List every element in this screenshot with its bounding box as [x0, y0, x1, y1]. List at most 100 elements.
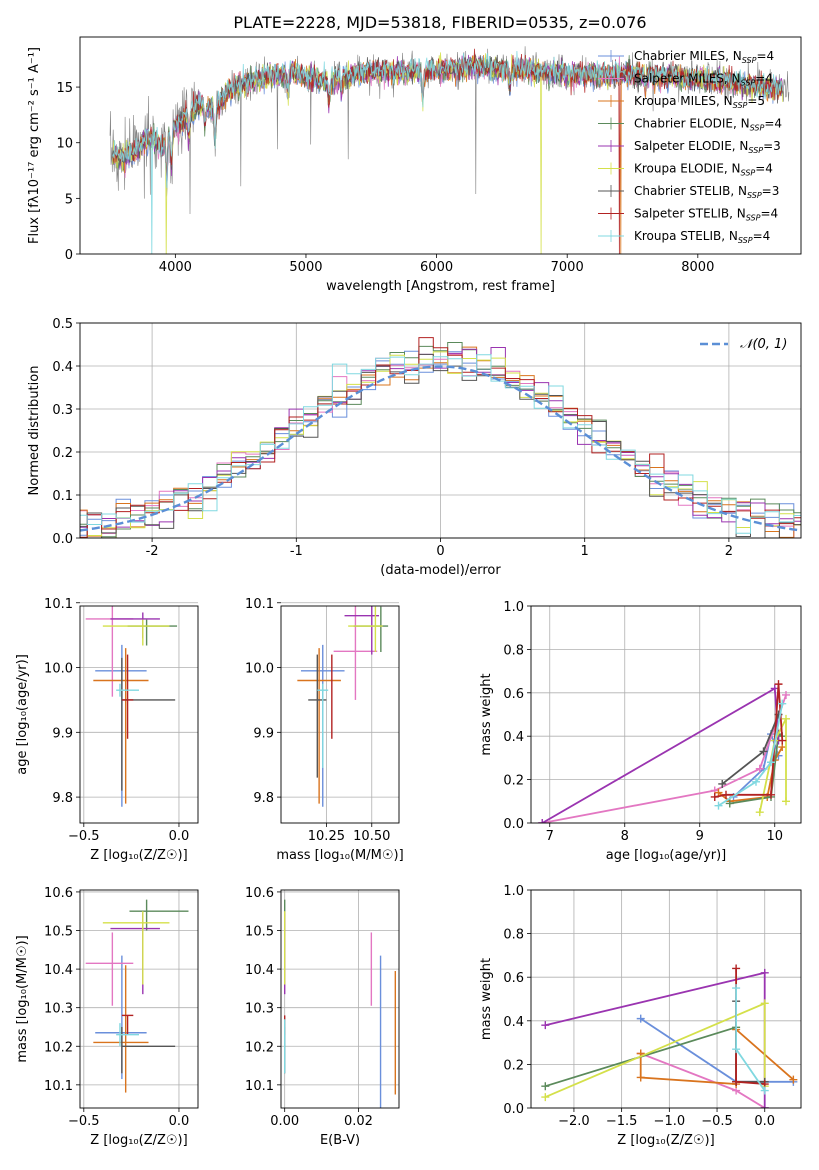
errorbar-chabrier-miles [95, 955, 147, 1080]
weight-marker [722, 790, 730, 799]
y-tick-label: 0.4 [503, 730, 524, 745]
errorbar-salpeter-stelib [121, 654, 134, 739]
x-tick-label: -2 [146, 544, 159, 559]
figure-title: PLATE=2228, MJD=53818, FIBERID=0535, z=0… [233, 13, 646, 32]
weight-marker [541, 1082, 550, 1091]
x-tick-label: −0.5 [701, 1114, 733, 1129]
x-tick-label: 0 [436, 544, 444, 559]
weight-line-chabrier-elodie [729, 732, 783, 805]
errorbar-chabrier-stelib [121, 657, 176, 791]
y-tick-label: 9.9 [52, 726, 73, 741]
weight-marker [725, 799, 734, 808]
y-tick-label: 10.2 [245, 1040, 274, 1055]
x-tick-label: 5000 [289, 260, 322, 275]
errorbar-kroupa-elodie [348, 606, 383, 652]
weight-marker [782, 714, 790, 723]
axes-frame [79, 605, 199, 824]
weight-marker [538, 819, 547, 823]
axes-frame [280, 605, 400, 824]
x-tick-label: 0.00 [270, 1114, 299, 1129]
weight-marker [755, 808, 764, 817]
y-tick-label: 10.6 [245, 886, 274, 901]
errorbar-kroupa-stelib [317, 683, 329, 768]
massweight-vs-age-panel: 7 8 9 10 0.0 0.2 0.4 0.6 0.8 1.0 age [log₁₀(age/yr… [479, 600, 802, 863]
spectrum-panel: 4000 5000 6000 7000 8000 0 5 10 15 wavelength [An… [27, 36, 802, 294]
y-tick-label: 0.1 [52, 489, 73, 504]
histogram-salpeter-stelib [80, 337, 801, 538]
weight-marker [710, 792, 719, 801]
x-axis-label: Z [log₁₀(Z/Z☉)] [90, 848, 187, 863]
weight-line-salpeter-miles [542, 694, 787, 823]
errorbars [283, 899, 397, 1108]
y-tick-label: 10.4 [245, 963, 274, 978]
legend-entry: Salpeter STELIB, NSSP=4 [634, 207, 778, 223]
errorbar-kroupa-stelib [116, 683, 139, 697]
weight-marker [778, 699, 787, 708]
y-tick-label: 0.6 [503, 971, 524, 986]
weight-marker [732, 964, 741, 973]
massweight-vs-Z-panel: −2.0 −1.5 −1.0 −0.5 0.0 0.0 0.2 0.4 0.6 0.8 1.0 Z [… [479, 884, 802, 1148]
y-tick-label: 10.1 [44, 1079, 73, 1094]
weight-marker [760, 999, 769, 1008]
legend-entry: Kroupa ELODIE, NSSP=4 [634, 162, 773, 178]
x-tick-label: 10.50 [353, 829, 390, 844]
weight-marker [760, 968, 769, 977]
y-tick-label: 0.0 [503, 1102, 524, 1117]
normal-curve [80, 365, 799, 532]
x-tick-label: 7000 [551, 260, 584, 275]
y-tick-label: 0.0 [503, 817, 524, 832]
errorbar-salpeter-miles [333, 606, 378, 700]
axes-frame [530, 605, 802, 824]
y-axis-label: mass weight [479, 673, 494, 755]
y-axis-label: Flux [fλ10⁻¹⁷ erg cm⁻² s⁻¹ A⁻¹] [27, 47, 42, 244]
y-tick-label: 0.8 [503, 643, 524, 658]
weight-marker [782, 797, 790, 806]
y-tick-label: 0.2 [503, 774, 524, 789]
weight-marker [755, 764, 764, 773]
weight-marker [541, 1093, 550, 1102]
y-tick-label: 0.6 [503, 687, 524, 702]
y-tick-label: 10.0 [245, 662, 274, 677]
errorbar-salpeter-elodie [110, 913, 160, 995]
x-tick-label: 0.0 [169, 829, 190, 844]
weight-lines [538, 680, 790, 823]
y-tick-label: 10.1 [245, 597, 274, 612]
histogram-salpeter-miles [80, 353, 801, 538]
axes-frame [280, 889, 400, 1109]
legend-entry: Kroupa MILES, NSSP=5 [634, 94, 765, 110]
spectrum-lines [109, 46, 790, 254]
axes-frame [79, 889, 199, 1109]
errorbars [85, 899, 189, 1093]
axes-frame [79, 322, 802, 539]
legend-entry: Chabrier MILES, NSSP=4 [634, 49, 774, 65]
histogram-kroupa-miles [80, 346, 801, 538]
errorbar-chabrier-elodie [127, 619, 178, 646]
y-tick-label: 0.4 [503, 1015, 524, 1030]
x-tick-label: 10.25 [308, 829, 345, 844]
weight-marker [759, 747, 768, 756]
errorbar-kroupa-miles [297, 648, 341, 804]
legend-entry: Salpeter ELODIE, NSSP=3 [634, 139, 781, 155]
legend-entry: Chabrier STELIB, NSSP=3 [634, 184, 779, 200]
weight-marker [778, 736, 787, 745]
age-vs-Z-panel: −0.5 0.0 9.8 9.9 10.0 10.1 Z [log₁₀(Z/Z☉)] age … [15, 597, 199, 863]
x-tick-label: 9 [696, 829, 704, 844]
weight-line-kroupa-stelib [735, 988, 766, 1092]
histogram-chabrier-stelib [80, 353, 801, 538]
y-tick-label: 10.3 [44, 1002, 73, 1017]
x-tick-label: 4000 [159, 260, 192, 275]
x-axis-label: age [log₁₀(age/yr)] [606, 848, 727, 863]
errorbar-chabrier-miles [95, 644, 147, 807]
weight-line-kroupa-elodie [758, 718, 787, 813]
y-axis-label: Normed distribution [27, 366, 42, 496]
weight-line-salpeter-stelib [735, 968, 765, 1085]
errorbar-kroupa-elodie [102, 911, 170, 985]
legend-entry: Chabrier ELODIE, NSSP=4 [634, 117, 782, 133]
weight-marker [767, 790, 775, 799]
mass-vs-EBV-panel: 0.00 0.02 10.1 10.2 10.3 10.4 10.5 10.6 E(B-V) [245, 886, 400, 1148]
y-tick-label: 0.4 [52, 360, 73, 375]
legend-entry: 𝒩(0, 1) [740, 337, 787, 352]
y-tick-label: 1.0 [503, 884, 524, 899]
x-tick-label: -1 [290, 544, 303, 559]
